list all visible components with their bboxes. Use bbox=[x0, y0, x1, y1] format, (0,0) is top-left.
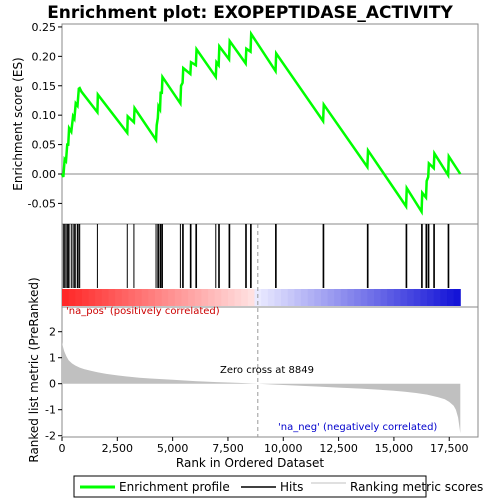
es-axis-ticks: -0.05 0.00 0.05 0.10 0.15 0.20 0.25 bbox=[28, 21, 62, 210]
metric-tick-label: -2 bbox=[45, 430, 56, 443]
heat-strip-cell bbox=[314, 289, 322, 306]
heat-strip-cell bbox=[340, 289, 348, 306]
heat-strip-cell bbox=[148, 289, 156, 306]
heat-strip-cell bbox=[168, 289, 176, 306]
heat-strip-cell bbox=[81, 289, 90, 306]
heat-strip-cell bbox=[194, 289, 202, 306]
heat-strip-cell bbox=[281, 289, 289, 306]
heat-strip-cell bbox=[440, 289, 448, 306]
legend-label-ranking: Ranking metric scores bbox=[350, 480, 483, 494]
heat-strip-cell bbox=[135, 289, 143, 306]
zero-cross-label: Zero cross at 8849 bbox=[220, 365, 314, 376]
heat-strip-cell bbox=[354, 289, 362, 306]
es-panel-frame bbox=[61, 23, 479, 225]
heat-strip-cell bbox=[115, 289, 123, 306]
heat-strip-cell bbox=[433, 289, 441, 306]
heat-strip-cell bbox=[447, 289, 455, 306]
heat-strip-cell bbox=[121, 289, 129, 306]
pos-correlated-label: 'na_pos' (positively correlated) bbox=[66, 306, 220, 317]
heat-strip-cell bbox=[141, 289, 149, 306]
rank-heat-strip bbox=[62, 289, 461, 306]
heat-strip-cell bbox=[380, 289, 388, 306]
es-tick-label: 0.00 bbox=[32, 168, 57, 181]
metric-tick-label: -1 bbox=[45, 404, 56, 417]
x-tick-label: 12,500 bbox=[319, 442, 358, 455]
heat-strip-cell bbox=[234, 289, 242, 306]
heat-strip-cell bbox=[420, 289, 428, 306]
es-tick-label: 0.20 bbox=[32, 50, 57, 63]
heat-strip-cell bbox=[174, 289, 182, 306]
x-tick-label: 5,000 bbox=[157, 442, 189, 455]
heat-strip-cell bbox=[227, 289, 236, 306]
es-tick-label: 0.15 bbox=[32, 80, 57, 93]
hit-markers bbox=[62, 224, 450, 288]
heat-strip-cell bbox=[241, 289, 249, 306]
metric-axis-label: Ranked list metric (PreRanked) bbox=[27, 277, 41, 462]
x-tick-label: 17,500 bbox=[430, 442, 469, 455]
heat-strip-cell bbox=[327, 289, 335, 306]
heat-strip-cell bbox=[453, 289, 461, 306]
heat-strip-cell bbox=[62, 289, 70, 306]
x-tick-label: 7,500 bbox=[212, 442, 244, 455]
heat-strip-cell bbox=[188, 289, 196, 306]
heat-strip-cell bbox=[201, 289, 209, 306]
heat-strip-cell bbox=[221, 289, 229, 306]
metric-area bbox=[62, 342, 461, 434]
metric-tick-label: 2 bbox=[49, 326, 56, 339]
neg-correlated-label: 'na_neg' (negatively correlated) bbox=[278, 422, 437, 433]
heat-strip-cell bbox=[307, 289, 315, 306]
chart-title: Enrichment plot: EXOPEPTIDASE_ACTIVITY bbox=[47, 3, 453, 23]
legend-label-enrichment: Enrichment profile bbox=[119, 480, 230, 494]
es-tick-label: 0.10 bbox=[32, 109, 57, 122]
heat-strip-cell bbox=[68, 289, 76, 306]
heat-strip-cell bbox=[387, 289, 395, 306]
heat-strip-cell bbox=[393, 289, 402, 306]
es-tick-label: -0.05 bbox=[28, 197, 56, 210]
heat-strip-cell bbox=[108, 289, 116, 306]
heat-strip-cell bbox=[294, 289, 302, 306]
heat-strip-cell bbox=[154, 289, 163, 306]
heat-strip-cell bbox=[427, 289, 435, 306]
heat-strip-cell bbox=[274, 289, 282, 306]
heat-strip-cell bbox=[88, 289, 96, 306]
heat-strip-cell bbox=[374, 289, 382, 306]
heat-strip-cell bbox=[300, 289, 309, 306]
x-axis-label: Rank in Ordered Dataset bbox=[176, 456, 324, 470]
legend-label-hits: Hits bbox=[280, 480, 303, 494]
heat-strip-cell bbox=[407, 289, 415, 306]
heat-strip-cell bbox=[334, 289, 342, 306]
heat-strip-cell bbox=[320, 289, 329, 306]
es-curve bbox=[60, 30, 462, 216]
x-axis-ticks: 0 2,500 5,000 7,500 10,000 12,500 15,000 17,500 bbox=[59, 437, 469, 455]
x-tick-label: 10,000 bbox=[264, 442, 303, 455]
es-axis-label: Enrichment score (ES) bbox=[11, 57, 25, 190]
heat-strip-cell bbox=[214, 289, 222, 306]
metric-tick-label: 1 bbox=[49, 352, 56, 365]
heat-strip-cell bbox=[101, 289, 109, 306]
heat-strip-cell bbox=[413, 289, 421, 306]
heat-strip-cell bbox=[367, 289, 375, 306]
x-tick-label: 15,000 bbox=[375, 442, 414, 455]
metric-axis-ticks: -2 -1 0 1 2 bbox=[45, 326, 62, 443]
metric-panel-frame bbox=[61, 306, 479, 438]
x-tick-label: 2,500 bbox=[102, 442, 134, 455]
heat-strip-cell bbox=[95, 289, 103, 306]
heat-strip-cell bbox=[267, 289, 275, 306]
x-tick-label: 0 bbox=[59, 442, 66, 455]
heat-strip-cell bbox=[247, 289, 256, 306]
heat-strip-cell bbox=[287, 289, 295, 306]
heat-strip-cell bbox=[261, 289, 269, 306]
heat-strip-cell bbox=[75, 289, 83, 306]
heat-strip-cell bbox=[400, 289, 408, 306]
heat-strip-cell bbox=[347, 289, 355, 306]
heat-strip-cell bbox=[161, 289, 169, 306]
metric-tick-label: 0 bbox=[49, 378, 56, 391]
heat-strip-cell bbox=[128, 289, 136, 306]
es-tick-label: 0.25 bbox=[32, 21, 57, 34]
es-tick-label: 0.05 bbox=[32, 139, 57, 152]
heat-strip-cell bbox=[208, 289, 216, 306]
heat-strip-cell bbox=[360, 289, 368, 306]
heat-strip-cell bbox=[181, 289, 189, 306]
